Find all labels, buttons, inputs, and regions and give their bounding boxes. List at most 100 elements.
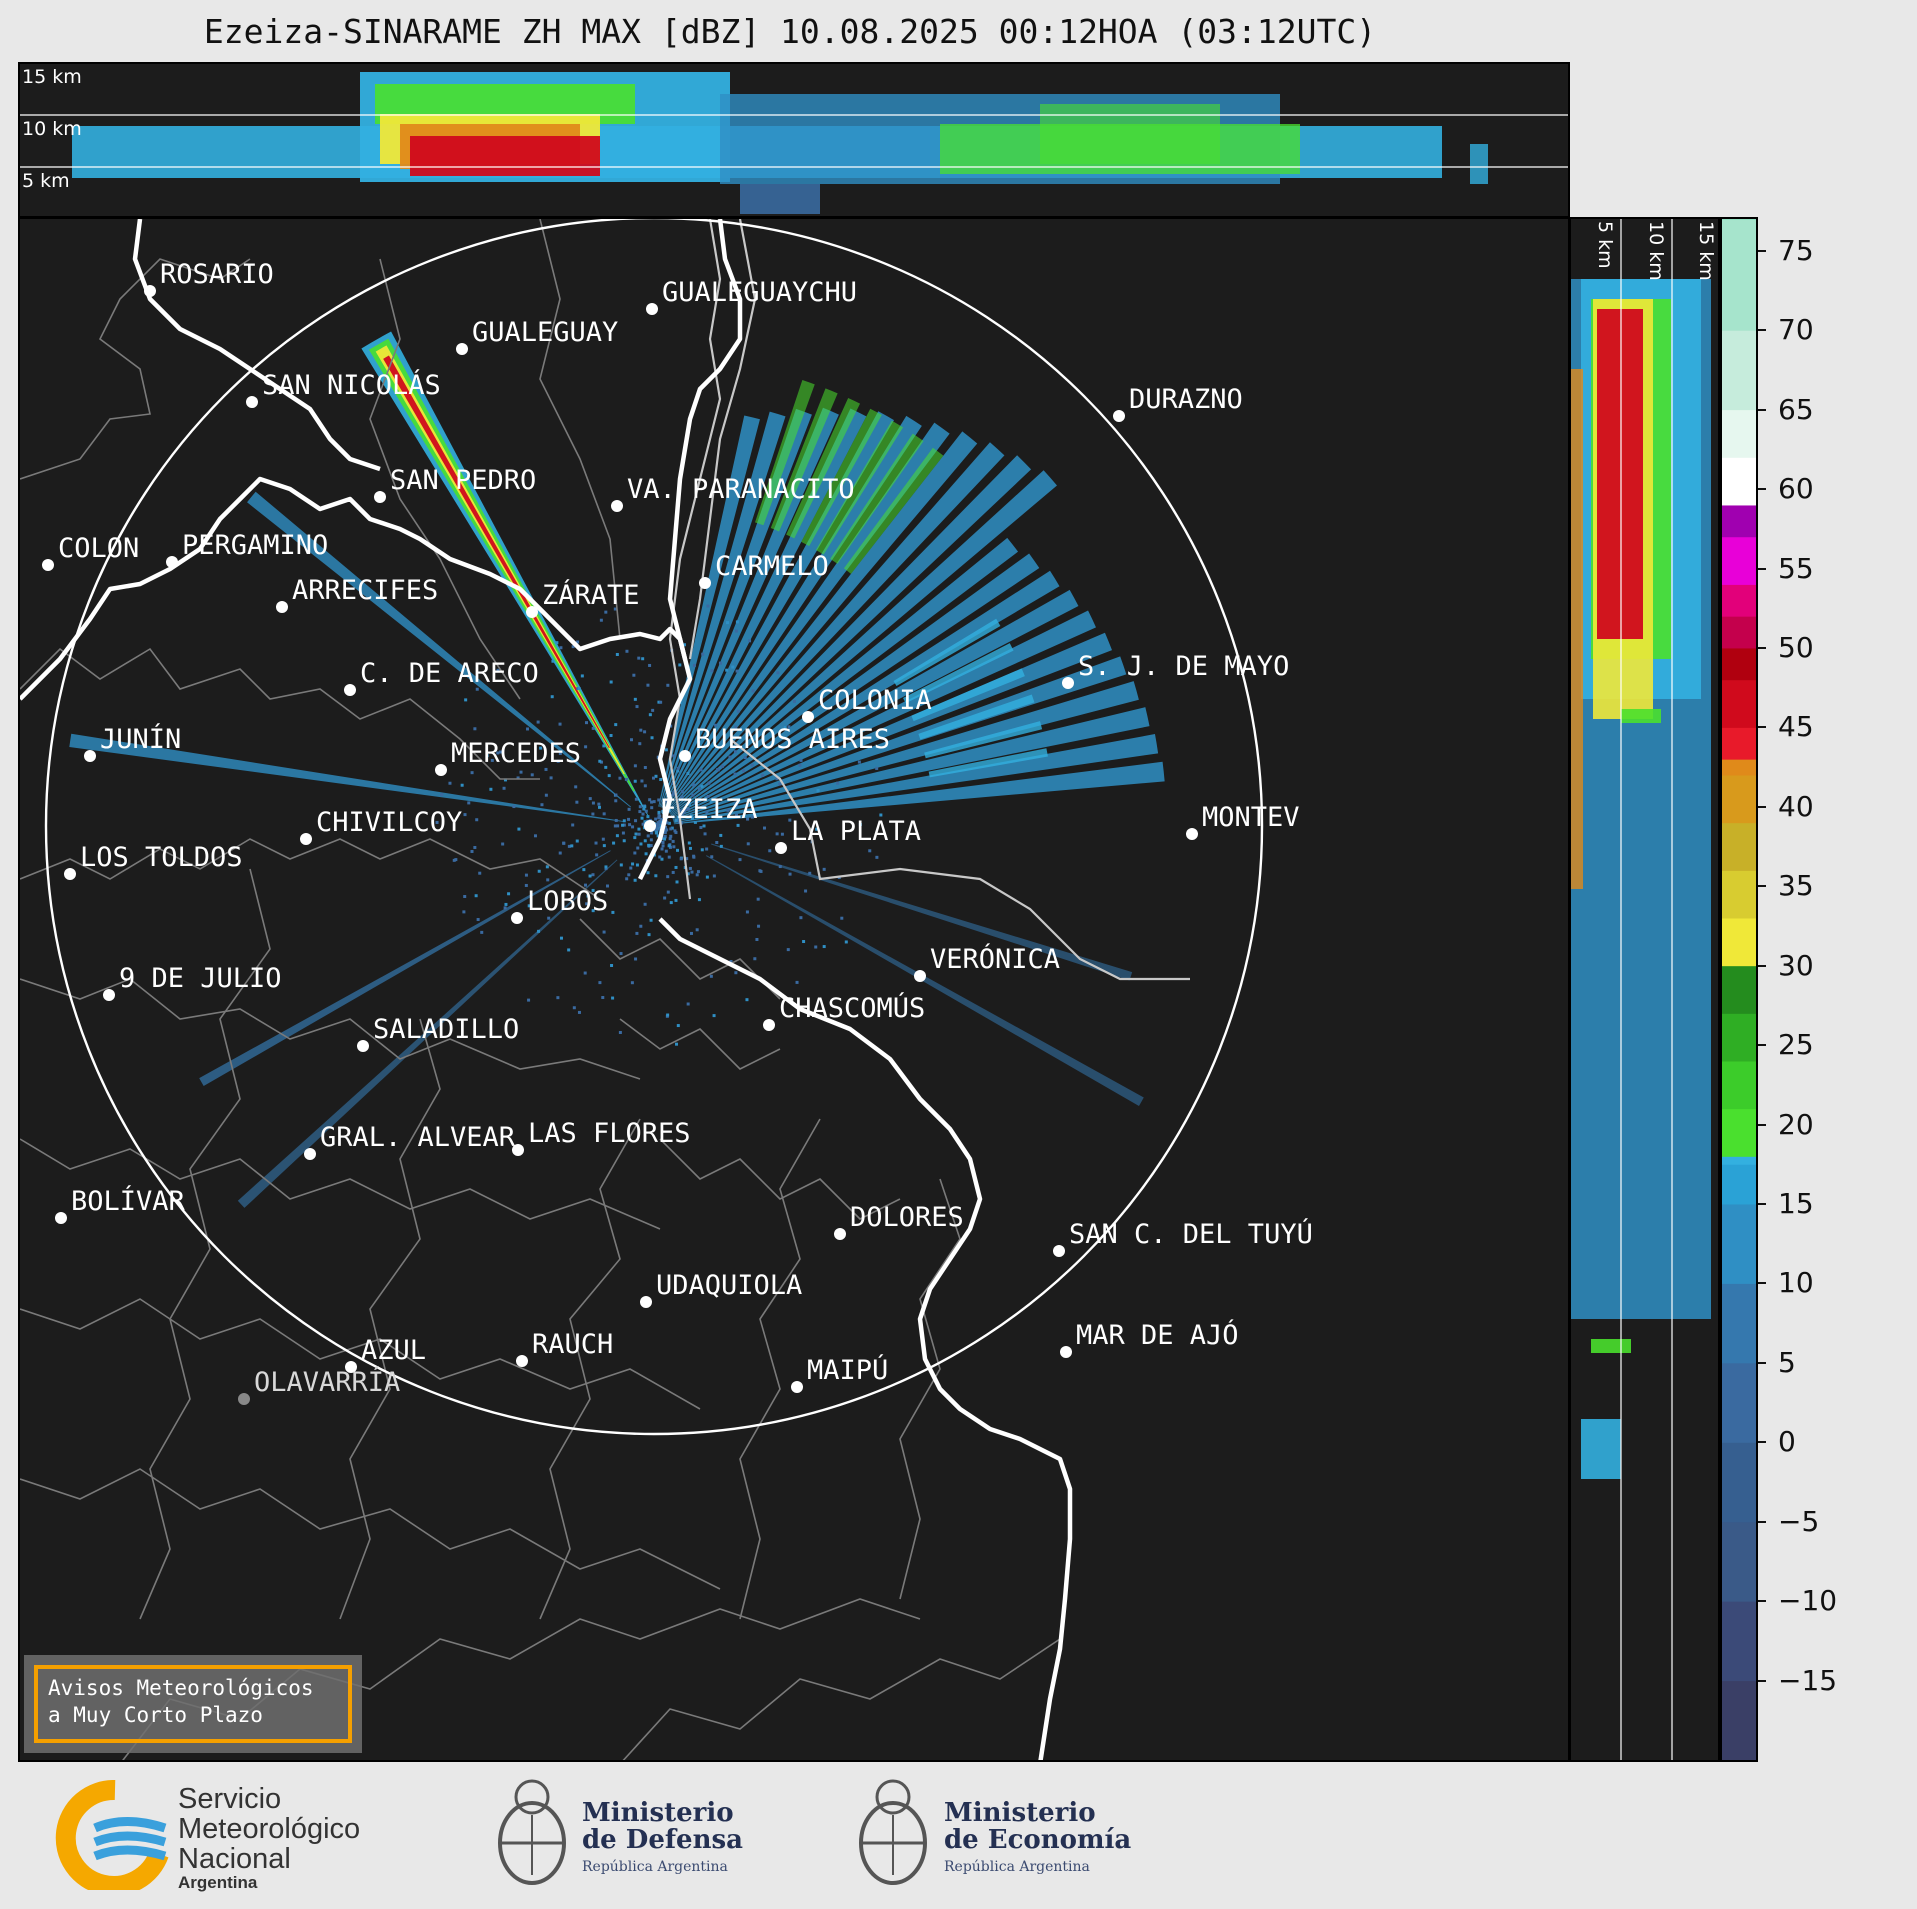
city-marker-maip-[interactable]: [791, 1381, 803, 1393]
clutter-pixel: [689, 847, 692, 850]
city-marker-9-de-julio[interactable]: [103, 989, 115, 1001]
clutter-pixel: [681, 790, 684, 793]
clutter-pixel: [659, 701, 662, 704]
notice-box[interactable]: Avisos Meteorológicos a Muy Corto Plazo: [24, 1655, 362, 1753]
city-label-z-rate: ZÁRATE: [542, 579, 640, 611]
city-label-montev: MONTEV: [1202, 802, 1300, 833]
clutter-pixel: [677, 767, 680, 770]
clutter-pixel: [559, 852, 562, 855]
city-marker-la-plata[interactable]: [775, 842, 787, 854]
city-marker-dolores[interactable]: [834, 1228, 846, 1240]
clutter-pixel: [576, 840, 579, 843]
city-marker-rosario[interactable]: [144, 285, 156, 297]
colorbar-band: [1722, 410, 1756, 458]
clutter-pixel: [802, 940, 805, 943]
city-marker-las-flores[interactable]: [512, 1144, 524, 1156]
city-marker-san-nicol-s[interactable]: [246, 396, 258, 408]
clutter-pixel: [650, 806, 653, 809]
city-marker-montev[interactable]: [1186, 828, 1198, 840]
colorbar-band: [1722, 680, 1756, 728]
clutter-pixel: [645, 852, 648, 855]
city-label-ver-nica: VERÓNICA: [930, 943, 1060, 975]
clutter-pixel: [787, 948, 790, 951]
city-marker-lobos[interactable]: [511, 912, 523, 924]
city-marker-gualeguaychu[interactable]: [646, 303, 658, 315]
city-marker-gualeguay[interactable]: [456, 343, 468, 355]
clutter-pixel: [776, 671, 779, 674]
city-marker-chivilcoy[interactable]: [300, 833, 312, 845]
smn-line-4: Argentina: [178, 1874, 360, 1892]
side-cross-section-panel: 5 km 10 km 15 km: [1569, 217, 1720, 1762]
top-echo-band: [410, 136, 600, 176]
clutter-pixel: [663, 838, 666, 841]
clutter-pixel: [644, 839, 647, 842]
echo-sector: [706, 855, 1144, 1106]
colorbar-tick-label: 25: [1778, 1028, 1814, 1061]
clutter-pixel: [675, 1043, 678, 1046]
city-label-bol-var: BOLÍVAR: [71, 1185, 186, 1217]
smn-line-3: Nacional: [178, 1844, 360, 1874]
city-marker-mar-de-aj-[interactable]: [1060, 1346, 1072, 1358]
clutter-pixel: [601, 996, 604, 999]
colorbar-band: [1722, 1013, 1756, 1061]
city-marker-ezeiza[interactable]: [644, 820, 656, 832]
colorbar-tick-mark: [1758, 1521, 1766, 1523]
clutter-pixel: [631, 862, 634, 865]
clutter-pixel: [692, 855, 695, 858]
city-marker-s-j-de-mayo[interactable]: [1062, 677, 1074, 689]
city-marker-colonia[interactable]: [802, 711, 814, 723]
clutter-pixel: [758, 869, 761, 872]
clutter-pixel: [690, 932, 693, 935]
city-marker-colon[interactable]: [42, 559, 54, 571]
clutter-pixel: [581, 674, 584, 677]
city-marker-pergamino[interactable]: [166, 556, 178, 568]
city-marker-buenos-aires[interactable]: [679, 750, 691, 762]
colorbar-tick-mark: [1758, 885, 1766, 887]
colorbar-band: [1722, 648, 1756, 680]
radar-map-panel[interactable]: ROSARIO GUALEGUAYCHU GUALEGUAY SAN NICOLÁS D…: [18, 217, 1570, 1762]
clutter-pixel: [582, 868, 585, 871]
clutter-pixel: [634, 698, 637, 701]
smn-line-2: Meteorológico: [178, 1814, 360, 1844]
colorbar-tick-label: 75: [1778, 234, 1814, 267]
clutter-pixel: [625, 650, 628, 653]
city-marker-san-pedro[interactable]: [374, 491, 386, 503]
clutter-pixel: [817, 789, 820, 792]
clutter-pixel: [728, 756, 731, 759]
clutter-pixel: [868, 849, 871, 852]
city-marker-c-de-areco[interactable]: [344, 684, 356, 696]
city-marker-va-paranacito[interactable]: [611, 500, 623, 512]
clutter-pixel: [646, 684, 649, 687]
city-marker-carmelo[interactable]: [699, 577, 711, 589]
city-marker-olavarr-a[interactable]: [238, 1393, 250, 1405]
clutter-pixel: [480, 931, 483, 934]
city-marker-arrecifes[interactable]: [276, 601, 288, 613]
clutter-pixel: [736, 620, 739, 623]
clutter-pixel: [573, 1006, 576, 1009]
city-marker-durazno[interactable]: [1113, 410, 1125, 422]
city-marker-san-c-del-tuy-[interactable]: [1053, 1245, 1065, 1257]
clutter-pixel: [737, 710, 740, 713]
city-marker-mercedes[interactable]: [435, 764, 447, 776]
city-marker-saladillo[interactable]: [357, 1040, 369, 1052]
clutter-pixel: [602, 744, 605, 747]
defensa-line-1: Ministerio: [582, 1800, 743, 1827]
city-marker-udaquiola[interactable]: [640, 1296, 652, 1308]
city-marker-los-toldos[interactable]: [64, 868, 76, 880]
clutter-pixel: [668, 856, 671, 859]
clutter-pixel: [674, 831, 677, 834]
city-marker-rauch[interactable]: [516, 1355, 528, 1367]
clutter-pixel: [464, 698, 467, 701]
city-marker-z-rate[interactable]: [526, 606, 538, 618]
city-marker-ver-nica[interactable]: [914, 970, 926, 982]
clutter-pixel: [699, 826, 702, 829]
city-marker-bol-var[interactable]: [55, 1212, 67, 1224]
city-marker-chascom-s[interactable]: [763, 1019, 775, 1031]
clutter-pixel: [799, 916, 802, 919]
city-marker-jun-n[interactable]: [84, 750, 96, 762]
clutter-pixel: [592, 802, 595, 805]
clutter-pixel: [540, 803, 543, 806]
city-marker-gral-alvear[interactable]: [304, 1148, 316, 1160]
clutter-pixel: [640, 779, 643, 782]
clutter-pixel: [676, 849, 679, 852]
